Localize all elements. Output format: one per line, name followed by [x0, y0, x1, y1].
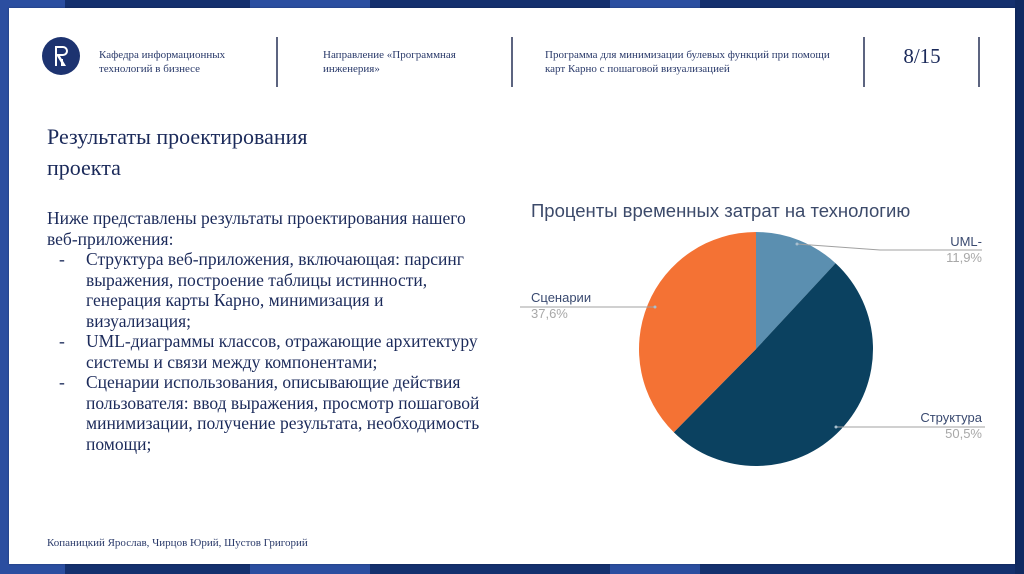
pie-slices — [639, 232, 874, 467]
pie-label-value: 37,6% — [531, 306, 568, 321]
pie-label-name: UML- — [950, 234, 982, 249]
header-divider — [978, 37, 980, 87]
bullet-item: - UML-диаграммы классов, отражающие архи… — [47, 331, 487, 372]
program-label: Программа для минимизации булевых функци… — [545, 49, 830, 75]
page-number: 8/15 — [903, 44, 941, 68]
pie-slice — [673, 263, 874, 467]
hse-logo-icon — [42, 37, 80, 75]
department-label: Кафедра информационных технологий в бизн… — [99, 49, 226, 75]
bullet-text: Сценарии использования, описывающие дейс… — [86, 372, 480, 454]
leader-lines — [520, 243, 985, 428]
dash-marker: - — [59, 331, 65, 351]
pie-label-scenarios: Сценарии 37,6% — [531, 290, 631, 322]
header-divider — [511, 37, 513, 87]
frame-stripe — [1015, 0, 1024, 574]
slide-title: Результаты проектирования проекта — [47, 124, 308, 180]
header-divider — [863, 37, 865, 87]
pie-label-name: Структура — [920, 410, 982, 425]
slide-body: Ниже представлены результаты проектирова… — [47, 208, 487, 454]
chart-title: Проценты временных затрат на технологию — [531, 200, 911, 221]
pie-label-name: Сценарии — [531, 290, 592, 305]
header-divider — [276, 37, 278, 87]
pie-label-value: 11,9% — [946, 250, 982, 265]
bullet-text: UML-диаграммы классов, отражающие архите… — [86, 331, 478, 372]
authors-footer: Копаницкий Ярослав, Чирцов Юрий, Шустов … — [47, 537, 308, 549]
dash-marker: - — [59, 249, 65, 269]
leader-dots — [653, 242, 838, 429]
direction-label: Направление «Программная инженерия» — [323, 49, 456, 75]
pie-label-value: 50,5% — [945, 426, 982, 441]
pie-label-uml: UML- 11,9% — [900, 234, 982, 266]
pie-label-structure: Структура 50,5% — [880, 410, 982, 442]
bullet-item: - Сценарии использования, описывающие де… — [47, 372, 487, 454]
intro-text: Ниже представлены результаты проектирова… — [47, 208, 466, 249]
bullet-text: Структура веб-приложения, включающая: па… — [86, 249, 464, 331]
bullet-list: - Структура веб-приложения, включающая: … — [47, 249, 487, 454]
pie-slice — [756, 232, 836, 349]
dash-marker: - — [59, 372, 65, 392]
pie-slice — [639, 232, 756, 433]
bullet-item: - Структура веб-приложения, включающая: … — [47, 249, 487, 331]
